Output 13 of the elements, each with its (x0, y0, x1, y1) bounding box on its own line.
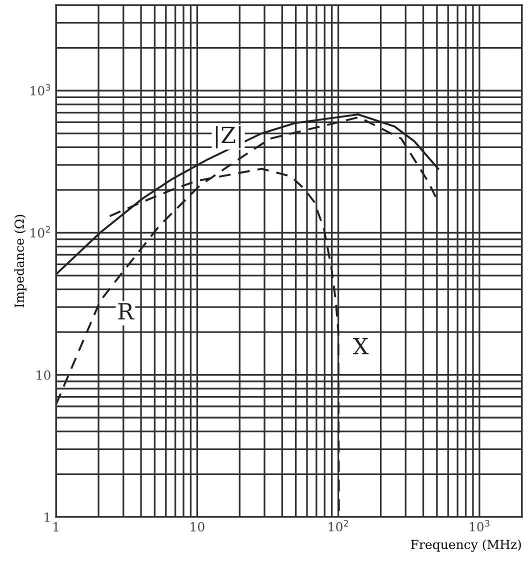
y-axis-title: Impedance (Ω) (14, 214, 26, 308)
y-tick-label: 10 (36, 370, 50, 380)
x-tick-label: 10 (190, 522, 204, 532)
series-label: |Z| (216, 126, 241, 148)
x-tick-label: 1 (54, 522, 58, 532)
x-axis-title: Frequency (MHz) (410, 539, 521, 552)
series-label: R (118, 303, 134, 320)
series-label: X (352, 338, 369, 354)
x-tick-label: 10$^{2}$ (328, 520, 348, 532)
y-tick-label: 10$^{3}$ (30, 84, 50, 96)
y-tick-label: 1 (44, 512, 50, 522)
y-tick-label: 10$^{2}$ (30, 226, 50, 238)
x-tick-label: 10$^{3}$ (470, 520, 490, 532)
